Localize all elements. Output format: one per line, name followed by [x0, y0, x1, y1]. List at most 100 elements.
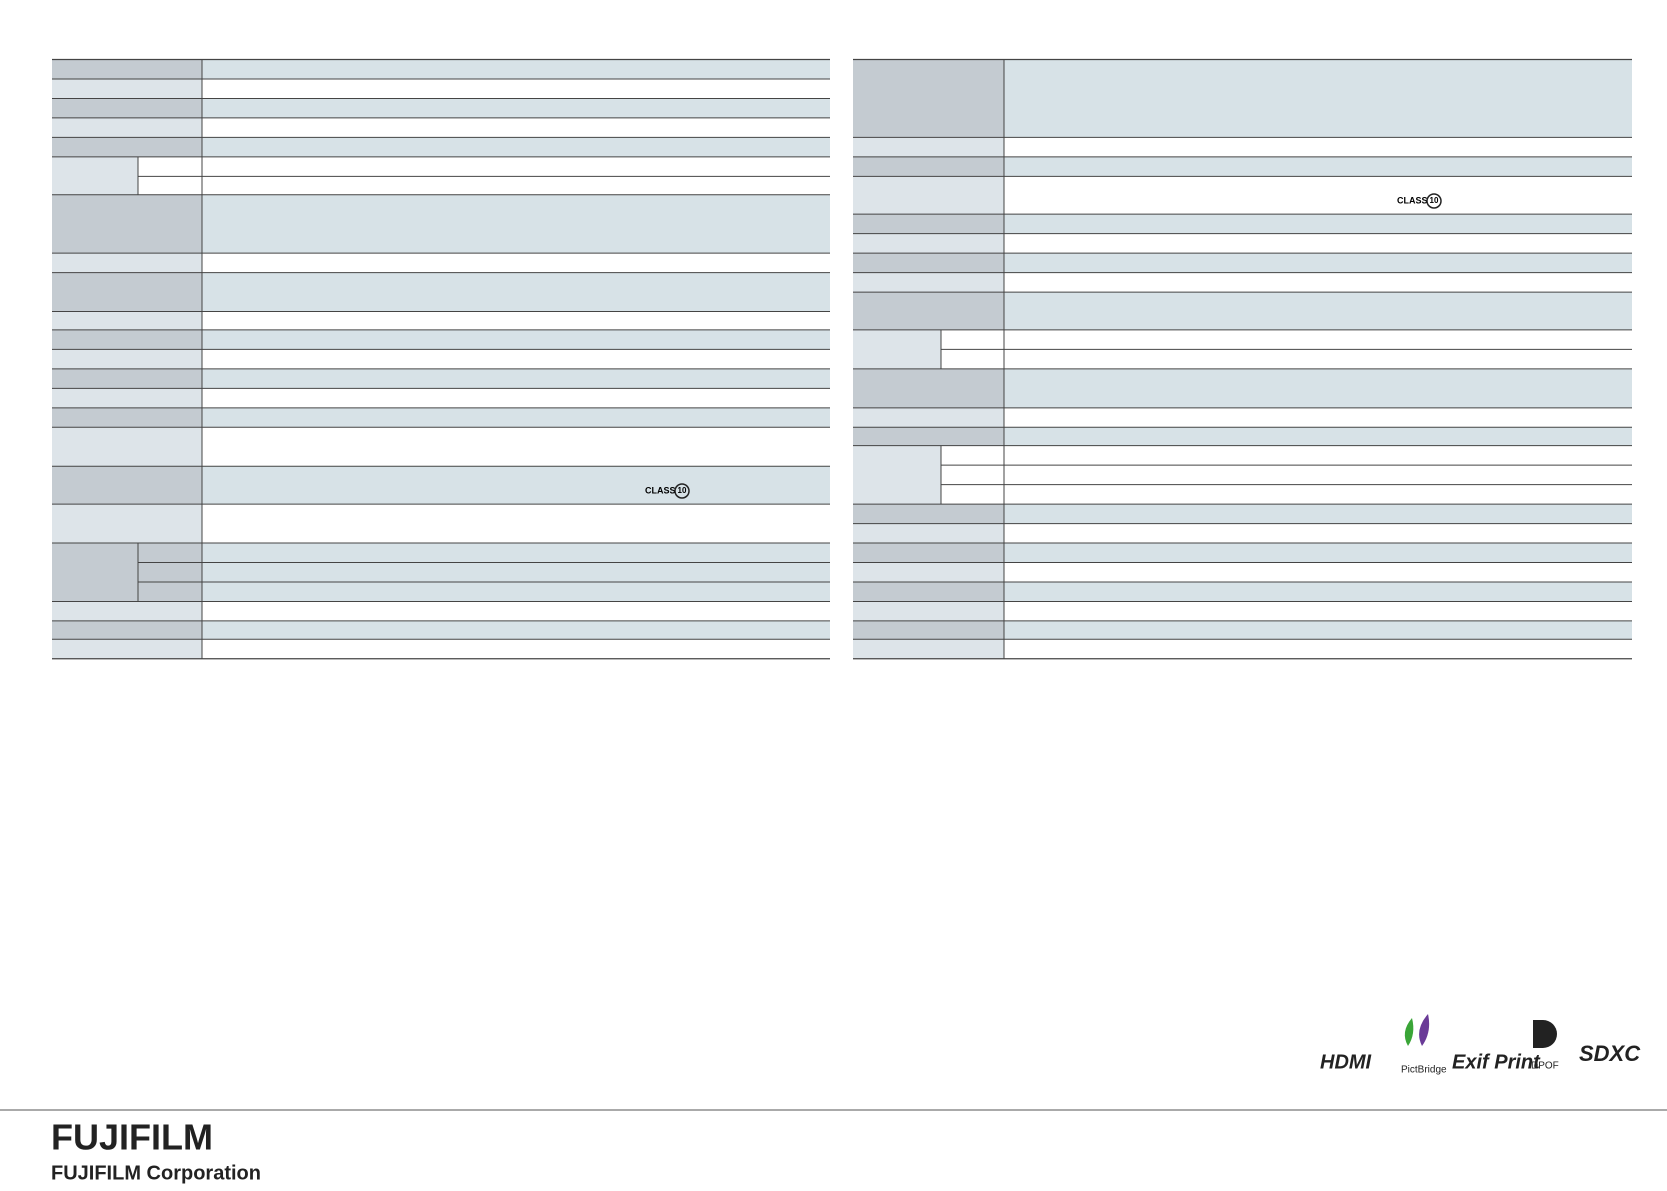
company-name: FUJIFILM Corporation	[51, 1162, 261, 1184]
logo-row: HDMI PictBridge Exif Print DPOF SDXC	[1320, 1014, 1641, 1076]
table-cell	[1004, 445, 1632, 505]
table-cell	[202, 117, 830, 138]
class-label: CLASS	[1397, 195, 1428, 205]
table-cell	[853, 233, 1004, 254]
table-cell	[853, 543, 1004, 563]
table-cell	[138, 156, 202, 195]
table-cell	[52, 407, 202, 428]
table-cell	[853, 427, 1004, 446]
table-cell	[202, 601, 830, 621]
table-cell	[853, 272, 1004, 293]
table-cell	[1004, 581, 1632, 602]
table-cell	[202, 329, 830, 350]
table-cell	[52, 311, 202, 330]
table-cell	[138, 543, 202, 602]
table-cell	[853, 292, 1004, 330]
table-cell	[52, 59, 202, 79]
table-cell	[1004, 407, 1632, 428]
dpof-logo: DPOF	[1531, 1061, 1559, 1072]
table-cell	[52, 98, 202, 118]
table-cell	[1004, 253, 1632, 273]
table-cell	[202, 194, 830, 254]
table-cell	[52, 137, 202, 157]
table-cell	[202, 466, 830, 505]
dpof-icon	[1533, 1020, 1557, 1048]
table-cell	[52, 388, 202, 408]
exif-logo: Exif Print	[1452, 1051, 1541, 1073]
table-cell	[1004, 562, 1632, 582]
class-badge-left: CLASS 10	[645, 483, 690, 499]
pictbridge-icon	[1419, 1014, 1430, 1046]
table-cell	[202, 78, 830, 99]
table-cell	[1004, 176, 1632, 215]
table-cell	[1004, 156, 1632, 177]
table-cell	[1004, 639, 1632, 659]
pictbridge-icon	[1404, 1018, 1414, 1046]
table-cell	[853, 137, 1004, 157]
table-cell	[853, 176, 1004, 215]
table-cell	[52, 504, 202, 544]
table-cell	[853, 523, 1004, 544]
table-cell	[1004, 543, 1632, 563]
table-cell	[1004, 137, 1632, 157]
table-cell	[52, 78, 202, 99]
table-cell	[202, 311, 830, 330]
table-cell	[52, 329, 202, 350]
sdxc-logo: SDXC	[1579, 1041, 1641, 1066]
table-cell	[1004, 214, 1632, 234]
table-cell	[1004, 601, 1632, 621]
table-cell	[1004, 620, 1632, 640]
table-cell	[202, 543, 830, 602]
table-cell	[1004, 504, 1632, 524]
table-cell	[853, 156, 1004, 177]
table-cell	[853, 581, 1004, 602]
table-cell	[52, 368, 202, 389]
class-number: 10	[678, 486, 687, 495]
table-cell	[853, 253, 1004, 273]
table-cell	[853, 504, 1004, 524]
class-badge-right: CLASS 10	[1397, 193, 1442, 209]
class-circle	[674, 483, 690, 499]
table-cell	[1004, 292, 1632, 330]
table-cell	[202, 98, 830, 118]
table-cell	[52, 349, 202, 369]
table-cell	[202, 639, 830, 659]
table-cell	[202, 253, 830, 273]
table-cell	[52, 639, 202, 659]
class-number: 10	[1430, 196, 1439, 205]
table-cell	[1004, 523, 1632, 544]
table-cell	[1004, 427, 1632, 446]
table-cell	[1004, 59, 1632, 138]
table-cell	[853, 620, 1004, 640]
spec-tables	[52, 58, 1632, 660]
pictbridge-logo: PictBridge	[1401, 1065, 1447, 1076]
brand-logo: FUJIFILM	[51, 1117, 213, 1158]
table-cell	[202, 272, 830, 312]
table-cell	[202, 388, 830, 408]
table-cell	[202, 427, 830, 467]
table-cell	[202, 156, 830, 195]
table-cell	[853, 562, 1004, 582]
table-cell	[853, 639, 1004, 659]
class-circle	[1426, 193, 1442, 209]
table-cell	[52, 620, 202, 640]
table-cell	[202, 137, 830, 157]
table-cell	[52, 194, 202, 254]
table-cell	[853, 601, 1004, 621]
table-cell	[853, 59, 1004, 138]
table-cell	[202, 407, 830, 428]
hdmi-logo: HDMI	[1320, 1051, 1372, 1073]
table-cell	[52, 427, 202, 467]
table-cell	[1004, 233, 1632, 254]
table-cell	[52, 272, 202, 312]
table-cell	[853, 214, 1004, 234]
table-cell	[52, 601, 202, 621]
table-cell	[941, 445, 1004, 505]
table-cell	[853, 368, 1004, 408]
table-cell	[202, 504, 830, 544]
table-cell	[52, 253, 202, 273]
table-cell	[1004, 368, 1632, 408]
table-cell	[202, 368, 830, 389]
